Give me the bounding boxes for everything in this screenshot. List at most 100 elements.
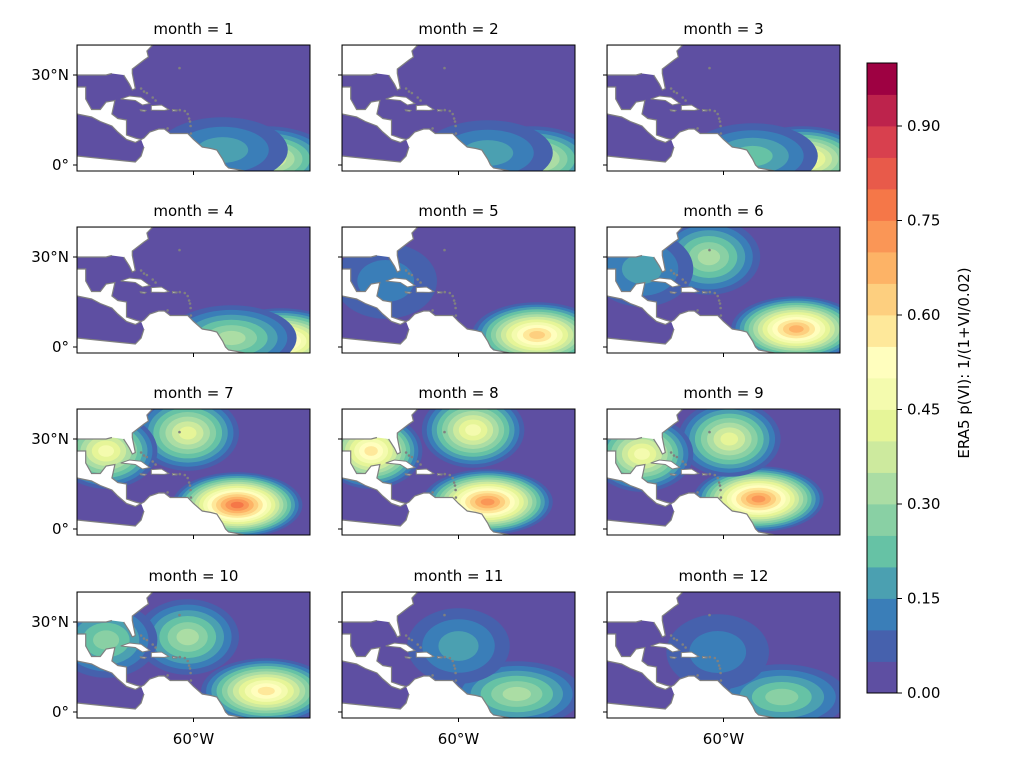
coastline [77,227,154,273]
small-island [410,91,414,95]
small-island [684,463,687,466]
small-island [187,664,191,667]
small-island [672,90,676,93]
island-coastline [669,291,678,295]
coastline [342,592,408,691]
coastline [77,45,154,91]
small-island [684,281,687,284]
small-island [453,484,457,487]
land-mask [342,45,407,143]
land-mask [77,227,153,272]
small-island [708,66,711,70]
small-island [675,91,679,95]
coastline [342,310,513,353]
colorbar-level-2 [867,598,897,631]
small-island [454,314,458,317]
colorbar-level-1 [867,630,897,662]
small-island [410,273,414,277]
small-island [419,646,422,649]
coastline [607,592,684,638]
small-island [708,290,712,294]
colorbar-level-8 [867,409,897,442]
island-coastline [385,95,417,106]
small-island [419,99,422,102]
island-coastline [437,290,443,294]
island-coastline [702,108,708,112]
small-island [672,454,676,457]
small-island [718,120,722,123]
colorbar-level-6 [867,472,897,505]
small-island [675,273,679,277]
map-panel-month-12: month = 12 60°W [603,567,841,748]
small-island [151,278,154,281]
small-island [675,638,679,642]
small-island [672,272,676,275]
small-island [719,306,722,310]
small-island [713,109,717,113]
map-panel-month-3: month = 3 [603,20,841,175]
small-island [431,309,434,312]
island-coastline [650,459,682,470]
island-coastline [139,291,148,295]
small-island [708,248,711,252]
small-island [151,643,154,646]
small-island [188,484,192,487]
island-coastline [415,651,436,658]
small-island [443,108,447,112]
small-island [186,294,189,298]
colorbar-level-7 [867,441,897,473]
island-coastline [437,472,443,476]
x-tick-label: 60°W [438,730,480,748]
colorbar-level-5 [867,504,897,536]
small-island [189,132,193,135]
small-island [189,314,193,317]
colorbar-level-9 [867,378,897,410]
small-island [717,117,721,120]
x-tick-label: 60°W [173,730,215,748]
colorbar-level-15 [867,189,897,221]
small-island [142,272,146,275]
small-island [443,290,447,294]
colorbar: 0.00 0.15 0.30 0.45 0.60 0.75 0.90 ERA5 p(VI): … [866,62,973,702]
island-coastline [120,95,152,106]
colorbar-frame [866,62,898,694]
small-island [139,87,143,90]
island-coastline [680,468,701,475]
island-coastline [669,656,678,660]
coastline [342,675,513,718]
land-mask [342,227,407,325]
map-panel-month-8: month = 8 [338,384,576,539]
island-coastline [680,286,701,293]
land-mask [77,227,142,325]
island-coastline [702,472,708,476]
colorbar-level-18 [867,94,897,127]
small-island [453,667,457,670]
small-island [451,476,455,480]
contour-level-9-hotspot-2 [98,445,114,457]
coastline [77,409,143,508]
small-island [419,281,422,284]
land-mask [77,45,142,143]
small-island [166,491,169,494]
small-island [419,463,422,466]
small-island [675,455,679,459]
small-island [416,643,420,646]
panel-title: month = 2 [418,20,498,38]
small-island [451,659,455,663]
island-coastline [650,642,682,653]
small-island [672,637,676,640]
small-island [178,108,182,112]
small-island [151,460,154,463]
colorbar-level-12 [867,283,897,316]
contour-level-5-hotspot-2 [93,630,120,650]
island-coastline [415,104,436,111]
land-mask [607,592,683,637]
contour-level-9-hotspot-1 [465,424,481,436]
small-island [145,638,149,642]
island-coastline [680,651,701,658]
colorbar-level-14 [867,220,897,253]
map-panel-month-1: month = 1 30°N 0° [31,20,311,175]
map-panel-month-5: month = 5 [338,202,576,357]
small-island [154,646,157,649]
